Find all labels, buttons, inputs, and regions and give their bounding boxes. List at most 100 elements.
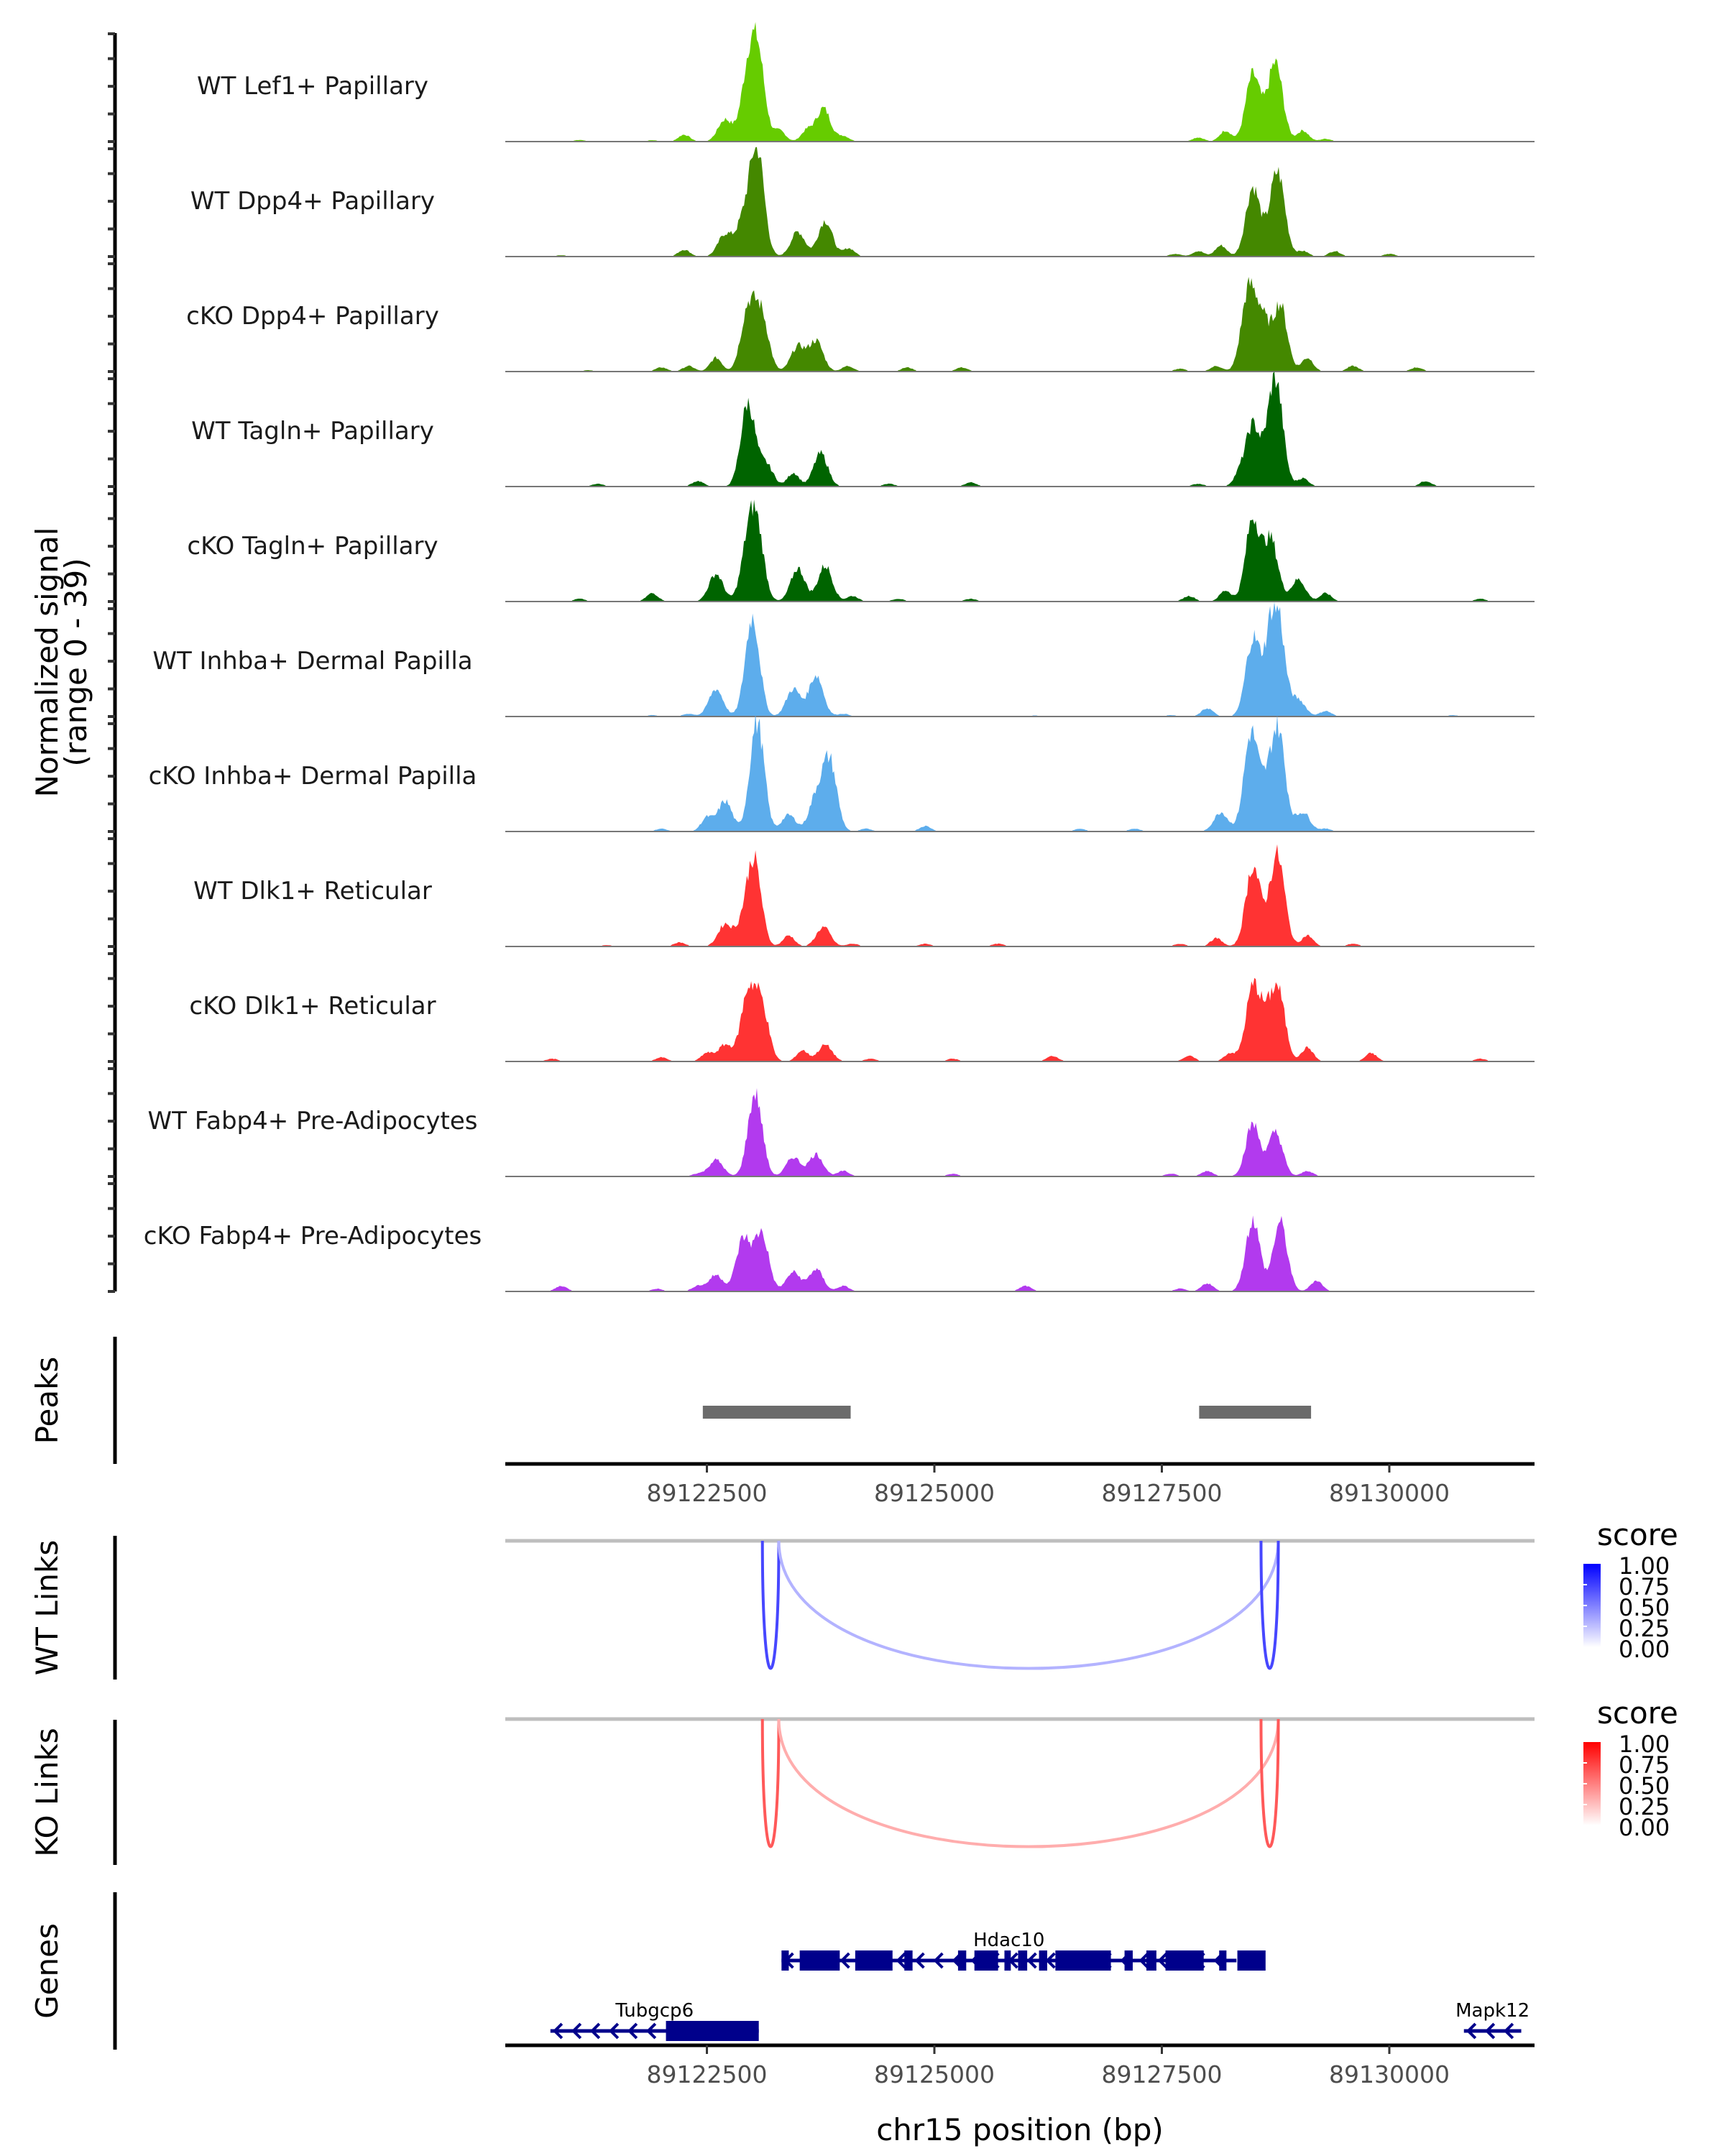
link-arc [760, 1540, 781, 1670]
legend-tick-label: 0.50 [1619, 1772, 1670, 1800]
track-label: WT Fabp4+ Pre-Adipocytes [148, 1107, 478, 1135]
gene-exon [957, 1950, 967, 1971]
coverage-area [505, 22, 1535, 142]
gene-exon [781, 1950, 789, 1971]
link-arc [1259, 1718, 1280, 1848]
strand-arrow-icon [1466, 2022, 1477, 2040]
peak-interval [702, 1406, 851, 1419]
gene-exon [855, 1950, 893, 1971]
coverage-area [505, 602, 1535, 717]
gene-exon [1146, 1950, 1156, 1971]
links-tracks: WT Links KO Links [29, 1536, 1535, 1865]
coverage-track: cKO Dpp4+ Papillary [108, 262, 1535, 373]
legend-tick-label: 1.00 [1619, 1552, 1670, 1580]
coverage-track: WT Fabp4+ Pre-Adipocytes [108, 1067, 1535, 1178]
x-tick-label: 89122500 [647, 2060, 768, 2088]
x-tick-label: 89130000 [1329, 1479, 1450, 1507]
strand-arrow-icon [627, 2022, 638, 2040]
y-axis-title: Normalized signal(range 0 - 39) [29, 528, 93, 798]
track-label: WT Dpp4+ Papillary [190, 187, 435, 216]
track-label: cKO Inhba+ Dermal Papilla [149, 762, 477, 791]
track-label: cKO Dpp4+ Papillary [186, 302, 439, 331]
strand-arrow-icon [645, 2022, 657, 2040]
track-label: cKO Tagln+ Papillary [187, 532, 438, 561]
gene-model: Mapk12 [1455, 2000, 1530, 2040]
track-label: cKO Fabp4+ Pre-Adipocytes [144, 1222, 482, 1250]
x-tick-label: 89122500 [647, 1479, 768, 1507]
strand-arrow-icon [1484, 2022, 1496, 2040]
strand-arrow-icon [552, 2022, 564, 2040]
strand-arrow-icon [933, 1952, 944, 1969]
track-label: WT Inhba+ Dermal Papilla [152, 647, 472, 676]
coverage-area [505, 1088, 1535, 1176]
peak-interval [1199, 1406, 1312, 1419]
coverage-area [505, 1215, 1535, 1291]
x-tick-label: 89130000 [1329, 2060, 1450, 2088]
strand-arrow-icon [914, 1952, 925, 1969]
gene-exon [1219, 1950, 1227, 1971]
track-label: WT Tagln+ Papillary [191, 417, 434, 446]
link-arc [777, 1540, 1280, 1670]
gene-model: Tubgcp6 [550, 2000, 759, 2041]
links-track: WT Links [29, 1536, 1535, 1680]
coverage-area [505, 372, 1535, 487]
link-arc [1259, 1540, 1280, 1670]
coverage-track: WT Lef1+ Papillary [108, 22, 1535, 143]
gene-exon [1237, 1950, 1266, 1971]
strand-arrow-icon [1045, 1952, 1056, 1969]
x-tick-label: 89125000 [874, 1479, 995, 1507]
score-legends: score1.000.750.500.250.00score1.000.750.… [1583, 1517, 1678, 1841]
coverage-area [505, 277, 1535, 372]
panel-label: WT Links [29, 1540, 65, 1675]
x-tick-label: 89127500 [1101, 1479, 1222, 1507]
link-arc [777, 1718, 1280, 1848]
strand-arrow-icon [1138, 1952, 1149, 1969]
track-label: cKO Dlk1+ Reticular [189, 992, 436, 1021]
legend-tick-label: 0.00 [1619, 1814, 1670, 1841]
gene-model: Hdac10 [781, 1930, 1266, 1971]
coverage-track: cKO Dlk1+ Reticular [108, 952, 1535, 1063]
gene-exon [974, 1950, 998, 1971]
link-arc [760, 1718, 781, 1848]
gene-exon [1039, 1950, 1047, 1971]
strand-arrow-icon [840, 1952, 850, 1969]
strand-arrow-icon [1026, 1952, 1037, 1969]
coverage-track: WT Dpp4+ Papillary [108, 147, 1535, 258]
legend-tick-label: 0.00 [1619, 1636, 1670, 1663]
gene-exon [666, 2021, 759, 2041]
gene-label: Tubgcp6 [615, 2000, 694, 2022]
y-axis-title-line: (range 0 - 39) [58, 558, 93, 766]
x-axis-title: chr15 position (bp) [876, 2112, 1164, 2147]
strand-arrow-icon [1503, 2022, 1514, 2040]
coverage-track: cKO Tagln+ Papillary [108, 492, 1535, 603]
panel-label: Genes [29, 1923, 65, 2019]
genes-track: Genes Hdac10 Tubgcp6 Mapk12 [29, 1892, 1530, 2050]
x-tick-label: 89125000 [874, 2060, 995, 2088]
coverage-track: WT Tagln+ Papillary [108, 372, 1535, 488]
coverage-area [505, 844, 1535, 946]
gene-exon [799, 1950, 840, 1971]
gene-exon [904, 1950, 913, 1971]
strand-arrow-icon [608, 2022, 620, 2040]
peaks-track: Peaks [29, 1337, 1312, 1464]
legend-tick-label: 0.25 [1619, 1615, 1670, 1642]
strand-arrow-icon [896, 1952, 906, 1969]
gene-label: Mapk12 [1455, 2000, 1530, 2022]
x-axis-peaks: 89122500 89125000 89127500 89130000 [505, 1462, 1535, 1507]
legend-tick-label: 0.75 [1619, 1751, 1670, 1779]
x-axis-genes: 89122500 89125000 89127500 89130000 [505, 2043, 1535, 2088]
legend-title: score [1597, 1517, 1678, 1552]
track-label: WT Dlk1+ Reticular [193, 877, 432, 906]
links-track: KO Links [29, 1717, 1535, 1865]
x-tick-label: 89127500 [1101, 2060, 1222, 2088]
panel-label: KO Links [29, 1728, 65, 1857]
coverage-track: WT Inhba+ Dermal Papilla [108, 602, 1535, 718]
gene-label: Hdac10 [973, 1930, 1044, 1951]
y-axis-title-line: Normalized signal [29, 528, 65, 798]
coverage-area [505, 712, 1535, 831]
coverage-track: cKO Inhba+ Dermal Papilla [108, 712, 1535, 833]
gene-exon [1055, 1950, 1111, 1971]
